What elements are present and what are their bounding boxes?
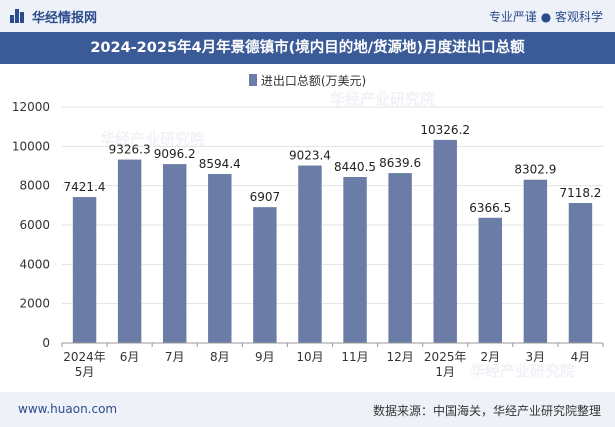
bar-value-label: 10326.2 — [420, 123, 470, 137]
x-tick-label: 10月 — [296, 350, 323, 364]
x-tick-label: 2月 — [480, 350, 500, 364]
tagline: 专业严谨 ● 客观科学 — [488, 10, 603, 24]
x-tick-label: 11月 — [341, 350, 368, 364]
bar-value-label: 7421.4 — [64, 180, 106, 194]
bar — [208, 173, 232, 343]
bar — [117, 159, 142, 343]
y-tick-label: 4000 — [19, 257, 50, 271]
bar — [72, 197, 97, 343]
data-source: 数据来源：中国海关，华经产业研究院整理 — [372, 404, 601, 418]
x-tick-label: 6月 — [120, 350, 140, 364]
chart-title: 2024-2025年4月年景德镇市(境内目的地/货源地)月度进出口总额 — [0, 32, 615, 64]
bar-value-label: 6366.5 — [469, 201, 511, 215]
x-tick-label: 7月 — [165, 350, 185, 364]
y-tick-label: 10000 — [12, 139, 50, 153]
bar-value-label: 8594.4 — [199, 157, 241, 171]
bar-chart: 0 2000 4000 6000 8000 10000 12000 7421.4 9326.3… — [12, 100, 604, 379]
x-tick-label: 8月 — [210, 350, 230, 364]
watermark: 华经产业研究院 — [330, 90, 436, 108]
x-tick-label: 4月 — [571, 350, 591, 364]
header-bar: 华经情报网 专业严谨 ● 客观科学 — [0, 0, 615, 32]
bar-value-label: 8302.9 — [514, 163, 556, 177]
bar — [162, 164, 187, 343]
bar — [343, 177, 367, 343]
bar — [568, 203, 593, 343]
watermark: 华经产业研究院 — [470, 362, 576, 380]
grid-lines — [62, 106, 603, 305]
bar-value-label: 9096.2 — [154, 147, 196, 161]
y-tick-label: 12000 — [12, 100, 50, 114]
x-tick-label: 12月 — [386, 350, 413, 364]
bar — [478, 217, 503, 343]
bar-value-label: 7118.2 — [559, 186, 601, 200]
bar — [253, 207, 277, 343]
bar-value-label: 6907 — [250, 190, 281, 204]
y-tick-label: 6000 — [19, 218, 50, 232]
y-tick-label: 8000 — [19, 179, 50, 193]
x-tick-label: 5月 — [75, 365, 95, 379]
bar-value-label: 8440.5 — [334, 160, 376, 174]
bar-value-label: 9023.4 — [289, 149, 331, 163]
x-tick-label: 2025年 — [424, 350, 467, 364]
x-tick-label: 9月 — [255, 350, 275, 364]
website-link[interactable]: www.huaon.com — [18, 402, 118, 416]
watermark: 华经产业研究院 — [100, 130, 206, 148]
bar-chart-logo-icon — [10, 9, 26, 23]
x-tick-label: 1月 — [435, 365, 455, 379]
brand: 华经情报网 — [10, 7, 98, 26]
bar — [523, 179, 548, 343]
y-axis: 0 2000 4000 6000 8000 10000 12000 — [12, 100, 50, 350]
bar — [433, 139, 457, 343]
bar-value-label: 8639.6 — [379, 156, 421, 170]
legend: 进出口总额(万美元) — [0, 72, 615, 89]
legend-label: 进出口总额(万美元) — [260, 74, 367, 88]
bar — [298, 165, 322, 343]
brand-name: 华经情报网 — [32, 10, 98, 26]
y-tick-label: 0 — [42, 336, 50, 350]
legend-swatch — [248, 74, 257, 86]
x-tick-label: 2024年 — [63, 350, 106, 364]
footer-bar: www.huaon.com 数据来源：中国海关，华经产业研究院整理 — [0, 392, 615, 427]
y-tick-label: 2000 — [19, 297, 50, 311]
bar-value-label: 9326.3 — [109, 143, 151, 157]
x-tick-label: 3月 — [526, 350, 546, 364]
bars — [72, 139, 593, 343]
bar — [388, 173, 412, 343]
